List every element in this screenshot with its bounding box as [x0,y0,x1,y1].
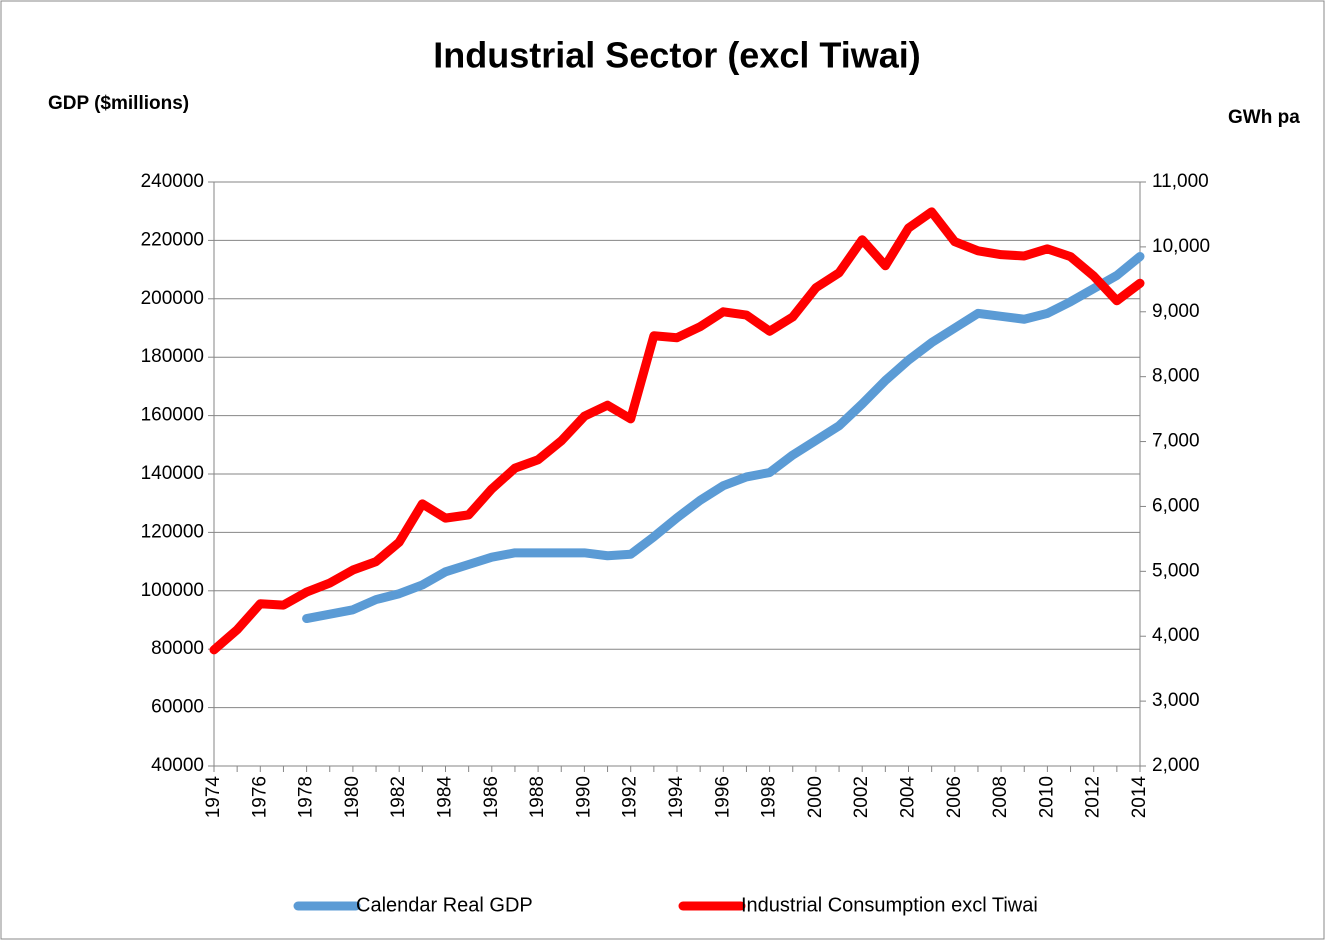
y-tick-label: 80000 [151,638,204,659]
x-tick-label: 1992 [620,776,641,818]
x-tick-label: 1988 [527,776,548,818]
y2-tick-label: 2,000 [1152,755,1200,776]
y-tick-label: 40000 [151,755,204,776]
legend-label: Calendar Real GDP [356,894,533,916]
series-line [302,251,1145,624]
y-tick-label: 220000 [141,229,204,250]
x-tick-label: 2008 [990,776,1011,818]
y2-tick-label: 10,000 [1152,236,1210,257]
x-tick-label: 2014 [1129,776,1150,819]
chart-title: Industrial Sector (excl Tiwai) [433,35,920,76]
x-tick-label: 1974 [203,776,224,819]
y-tick-label: 200000 [141,288,204,309]
y2-tick-label: 3,000 [1152,690,1200,711]
x-tick-label: 1976 [249,776,270,818]
x-tick-label: 2006 [944,776,965,818]
series-line [209,207,1145,655]
x-tick-label: 2000 [805,776,826,818]
y2-tick-label: 11,000 [1152,171,1209,192]
x-tick-label: 2004 [898,776,919,819]
x-tick-label: 1998 [759,776,780,818]
y2-tick-label: 8,000 [1152,366,1200,387]
x-tick-label: 1982 [388,776,409,818]
y-tick-label: 140000 [141,463,204,484]
x-tick-label: 1980 [342,776,363,818]
y2-tick-label: 4,000 [1152,625,1200,646]
y2-tick-label: 7,000 [1152,431,1200,452]
y2-tick-label: 9,000 [1152,301,1200,322]
y-tick-label: 240000 [141,171,204,192]
y-tick-label: 160000 [141,405,204,426]
y2-tick-label: 5,000 [1152,560,1200,581]
x-tick-label: 1978 [296,776,317,818]
x-tick-label: 1990 [573,776,594,818]
y-axis-title: GDP ($millions) [48,93,189,114]
y-tick-label: 120000 [141,521,204,542]
y-tick-label: 180000 [141,346,204,367]
x-tick-label: 1994 [666,776,687,819]
x-tick-label: 2002 [851,776,872,818]
x-tick-label: 2012 [1083,776,1104,818]
x-tick-label: 2010 [1036,776,1057,818]
legend-label: Industrial Consumption excl Tiwai [741,894,1038,916]
x-tick-label: 1996 [712,776,733,818]
x-tick-label: 1986 [481,776,502,818]
x-tick-label: 1984 [435,776,456,819]
y-tick-label: 60000 [151,697,204,718]
y-tick-label: 100000 [141,580,204,601]
y2-axis-title: GWh pa [1228,107,1300,128]
y2-tick-label: 6,000 [1152,495,1200,516]
